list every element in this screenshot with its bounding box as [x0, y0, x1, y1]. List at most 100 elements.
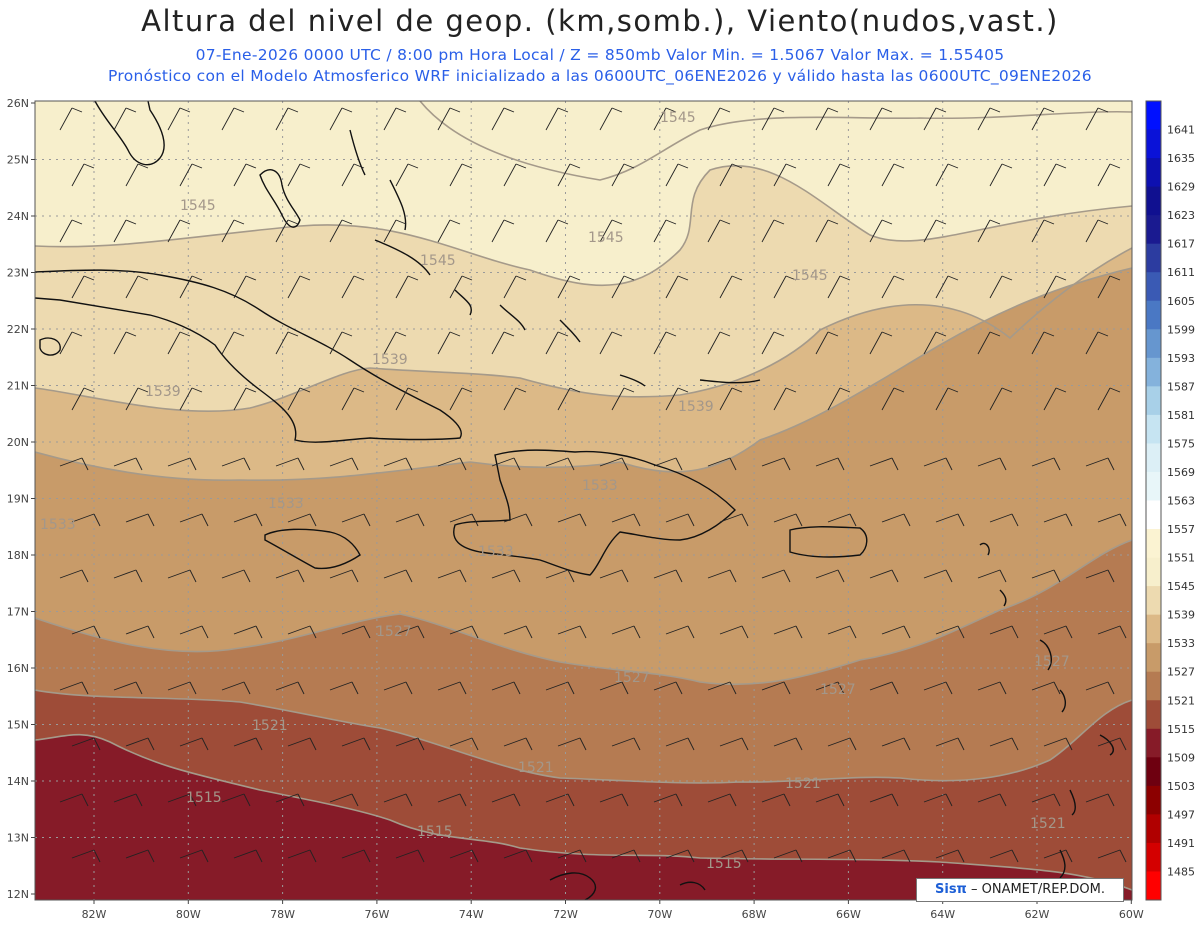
wind-barb: [287, 513, 317, 527]
colorbar-label: 1557: [1167, 523, 1195, 536]
wind-barb: [935, 625, 965, 639]
wind-barb: [221, 681, 251, 695]
wind-barb: [341, 275, 365, 299]
wind-barb: [935, 513, 965, 527]
wind-barb: [653, 107, 677, 131]
wind-barb: [59, 457, 89, 471]
wind-barb: [665, 387, 689, 411]
wind-barb: [719, 387, 743, 411]
wind-barb: [449, 275, 473, 299]
colorbar-swatch: [1146, 643, 1161, 673]
wind-barb: [653, 569, 683, 583]
wind-barb: [59, 107, 83, 131]
lon-label: 74W: [459, 908, 484, 921]
wind-barb: [977, 569, 1007, 583]
contour-label: 1515: [706, 856, 742, 872]
wind-barb: [437, 457, 467, 471]
contour-1515: [35, 733, 1132, 891]
colorbar-swatch: [1146, 586, 1161, 616]
wind-barb: [503, 163, 527, 187]
isla-juventud: [39, 337, 61, 356]
wind-barb: [923, 457, 953, 471]
contour-label: 1515: [186, 790, 222, 806]
wind-barb: [545, 569, 575, 583]
lon-label: 76W: [364, 908, 389, 921]
colorbar: 1641 1635 1629 1623 1617 1611 1605 1599 1593 1587…: [1145, 100, 1195, 901]
wind-barb: [611, 737, 641, 751]
wind-barb: [815, 793, 845, 807]
wind-barb: [59, 219, 83, 243]
wind-barb: [395, 625, 425, 639]
wind-barb: [233, 275, 257, 299]
wind-barb: [773, 163, 797, 187]
wind-barb: [233, 737, 263, 751]
lat-label: 15N: [7, 719, 29, 732]
wind-barb: [287, 163, 311, 187]
colorbar-swatch: [1146, 871, 1161, 901]
wind-barb: [113, 107, 137, 131]
wind-barb: [707, 457, 737, 471]
wind-barb: [827, 737, 857, 751]
contour-label: 1521: [518, 760, 554, 776]
wind-barb: [1097, 737, 1127, 751]
wind-barb: [503, 849, 533, 863]
colorbar-swatch: [1146, 129, 1161, 159]
wind-barb: [1031, 569, 1061, 583]
wind-barb: [815, 569, 845, 583]
colorbar-label: 1629: [1167, 181, 1195, 194]
wind-barb: [869, 331, 893, 355]
wind-barb: [179, 625, 209, 639]
wind-barb: [341, 849, 371, 863]
colorbar-label: 1623: [1167, 209, 1195, 222]
contour-label-layer: 1545 1545 1545 1545 1545 1539 1539 1539 …: [40, 110, 1070, 872]
colorbar-label: 1497: [1167, 808, 1195, 821]
axis-ticks: [31, 102, 1132, 904]
contour-label: 1533: [40, 517, 76, 533]
wind-barb: [881, 849, 911, 863]
colorbar-swatch: [1146, 329, 1161, 359]
colorbar-swatch: [1146, 842, 1161, 872]
wind-barb: [125, 737, 155, 751]
wind-barb: [341, 737, 371, 751]
wind-barb: [1031, 219, 1055, 243]
wind-barb: [395, 849, 425, 863]
wind-barb: [653, 219, 677, 243]
wind-barb: [71, 625, 101, 639]
wind-barb: [437, 569, 467, 583]
wind-barb: [125, 513, 155, 527]
wind-barb: [395, 275, 419, 299]
wind-barb: [113, 457, 143, 471]
contour-label: 1533: [268, 496, 304, 512]
wind-barb: [383, 457, 413, 471]
lat-label: 24N: [7, 210, 29, 223]
wind-barb: [719, 849, 749, 863]
wind-barb: [923, 107, 947, 131]
wind-barb: [449, 625, 479, 639]
wind-barb: [989, 737, 1019, 751]
wind-barb: [167, 331, 191, 355]
colorbar-swatch: [1146, 443, 1161, 473]
wind-barb: [557, 387, 581, 411]
wind-barb: [989, 849, 1019, 863]
colorbar-label: 1515: [1167, 723, 1195, 736]
lon-label: 68W: [742, 908, 767, 921]
contour-label: 1545: [660, 110, 696, 126]
wind-barb: [761, 331, 785, 355]
south-america-coast: [549, 872, 706, 900]
wind-barb: [1085, 219, 1109, 243]
wind-barb: [125, 387, 149, 411]
wind-barb: [1043, 737, 1073, 751]
lat-label: 12N: [7, 888, 29, 901]
wind-barb: [437, 107, 461, 131]
contour-1539: [35, 247, 1132, 412]
wind-barb: [233, 163, 257, 187]
wind-barb: [329, 107, 353, 131]
wind-barb: [221, 457, 251, 471]
wind-barb: [935, 849, 965, 863]
wind-barb: [545, 457, 575, 471]
wind-barb: [449, 387, 473, 411]
wind-barb: [653, 457, 683, 471]
wind-barb: [977, 681, 1007, 695]
wind-barb: [329, 681, 359, 695]
wind-barb: [503, 275, 527, 299]
